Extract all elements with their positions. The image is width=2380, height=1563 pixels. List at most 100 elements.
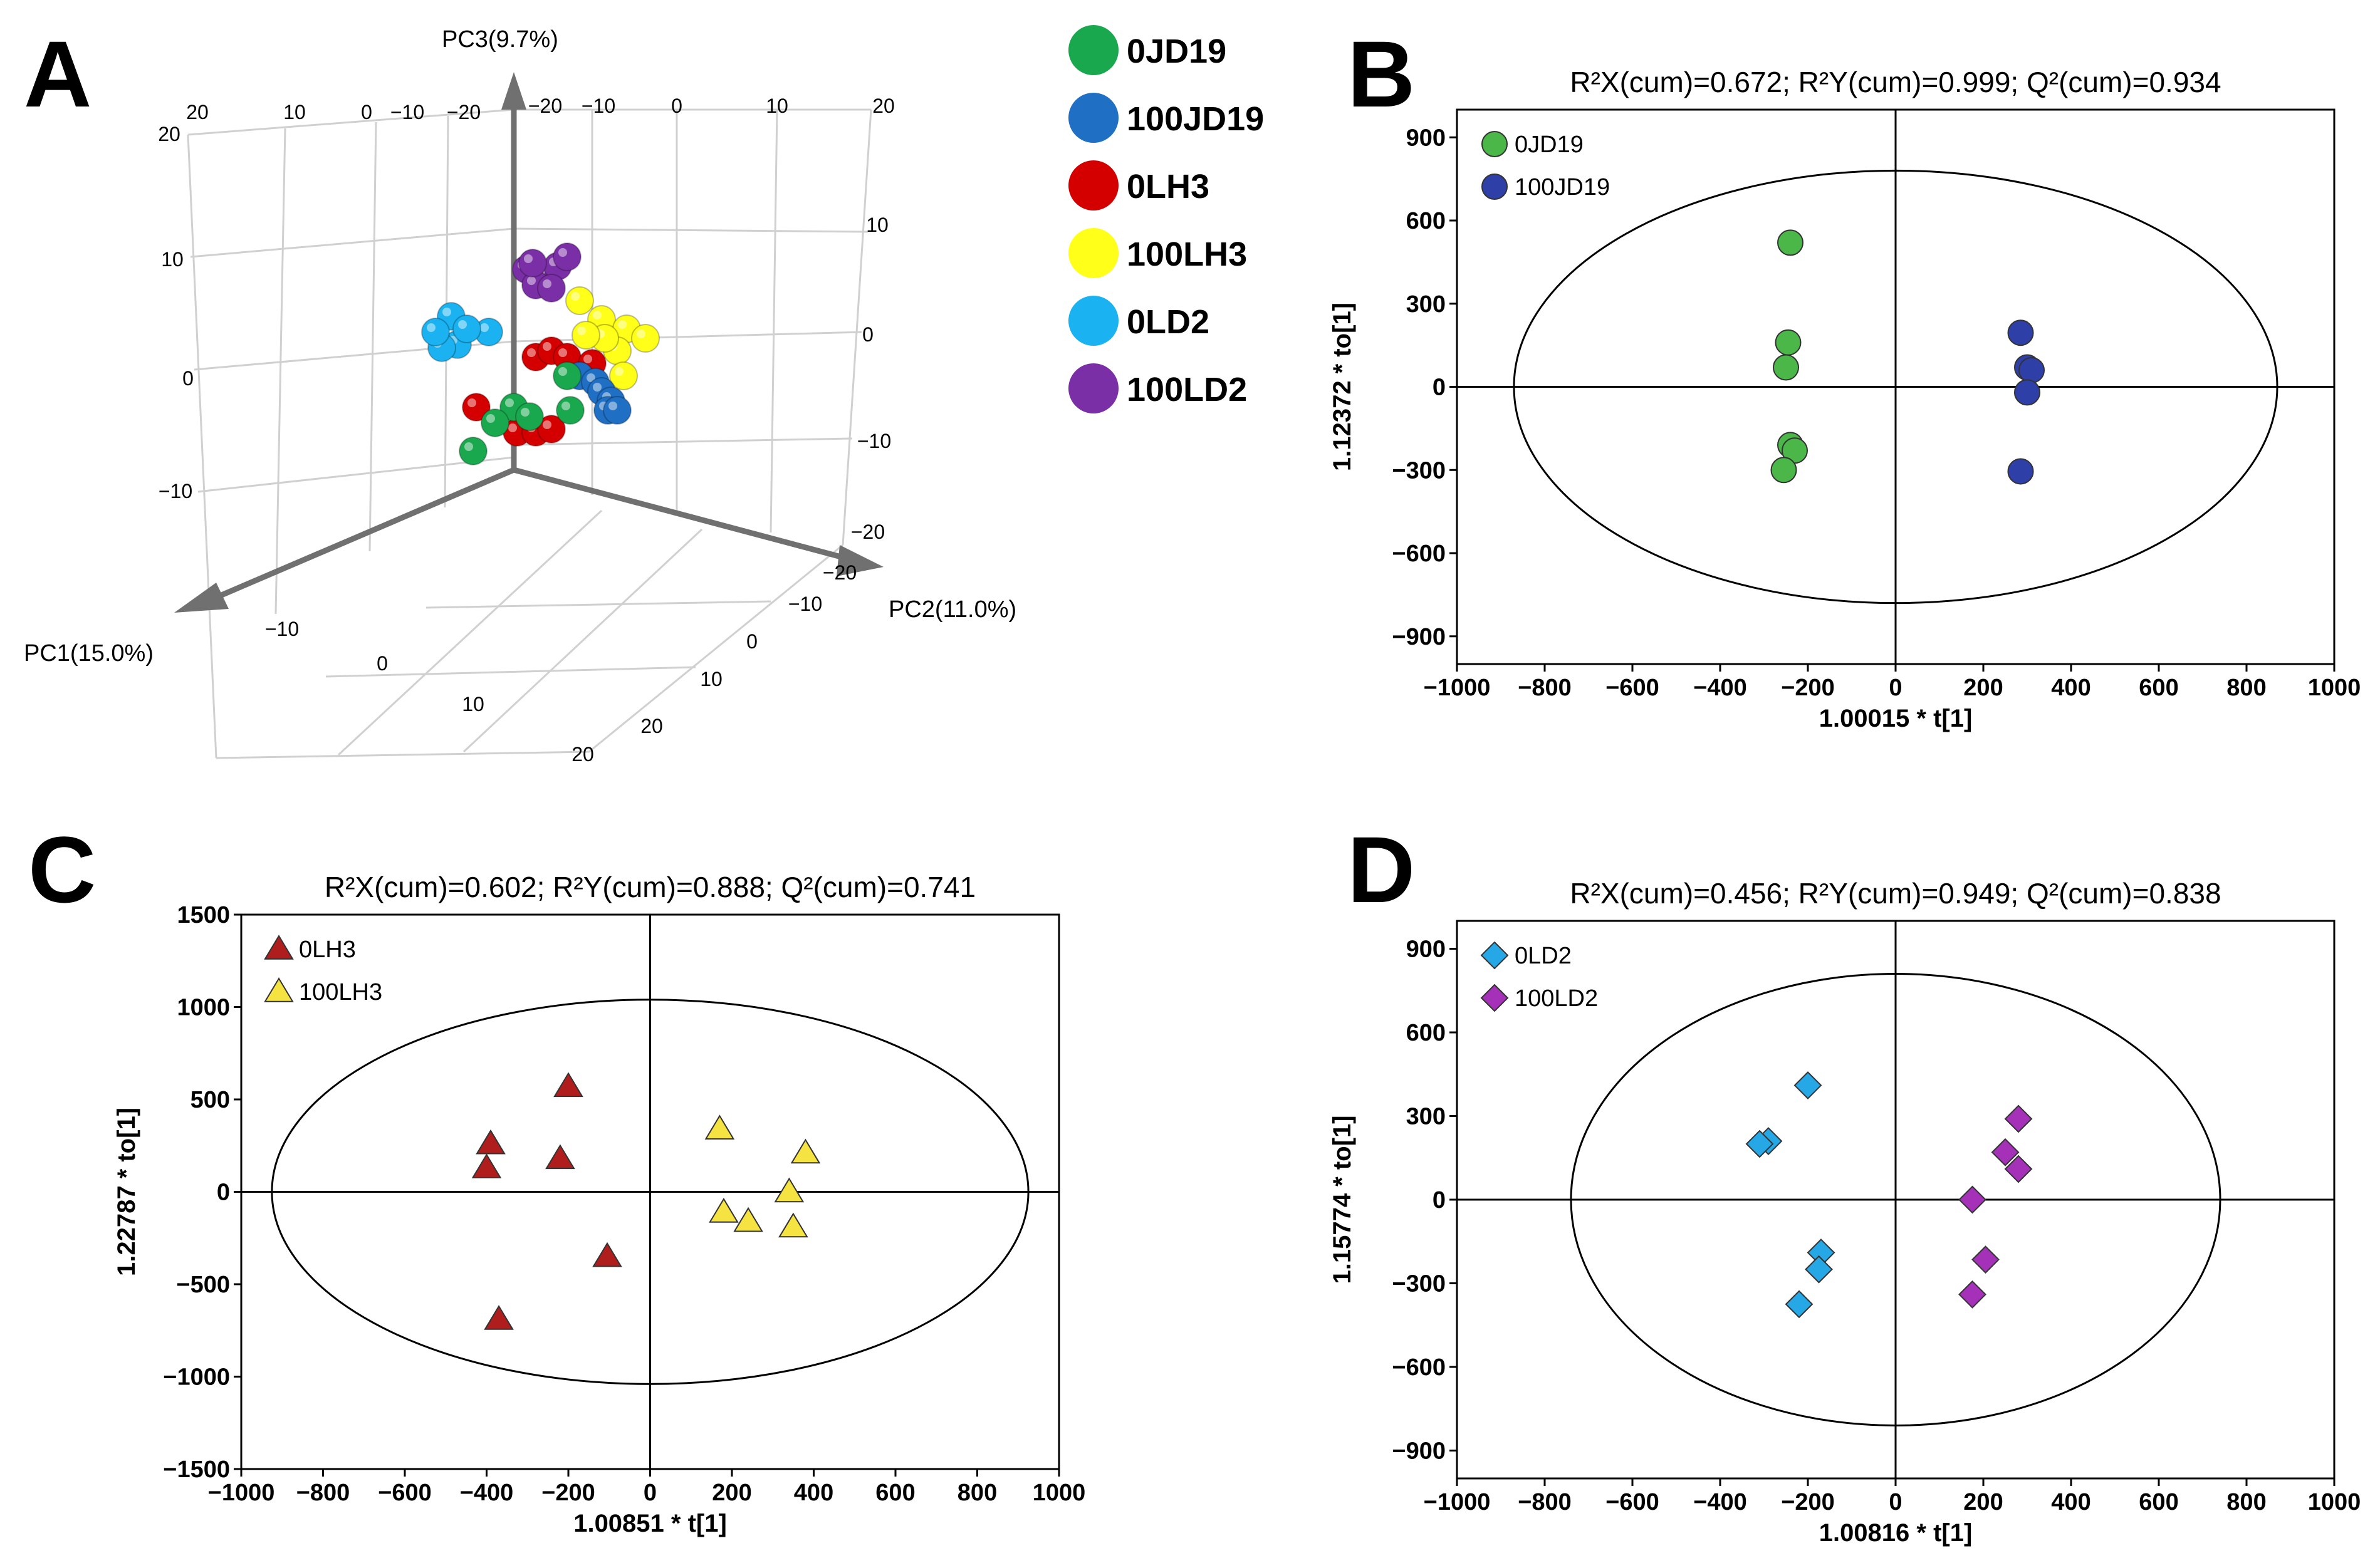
x-tick-label-c-4: −200 — [541, 1480, 595, 1506]
y-tick-label-d-6: 900 — [1406, 937, 1446, 963]
pca-point-0jd19-0 — [553, 361, 582, 390]
pca-point-highlight — [618, 320, 627, 329]
legend-label-0ld2: 0LD2 — [1127, 303, 1209, 341]
x-tick-label-c-5: 0 — [644, 1480, 657, 1506]
tick-label-pc1-1: 0 — [377, 652, 388, 675]
pca-point-highlight — [427, 323, 436, 332]
legend-marker-0jd19 — [1481, 131, 1508, 157]
pc3-axis-label: PC3(9.7%) — [442, 26, 558, 53]
tick-label-pc1-3: 20 — [572, 743, 594, 766]
panel-c-opls-da: R²X(cum)=0.602; R²Y(cum)=0.888; Q²(cum)=… — [113, 871, 1085, 1537]
pca-point-highlight — [558, 367, 567, 376]
y-tick-label-d-2: −300 — [1392, 1271, 1446, 1297]
point-100lh3-4 — [733, 1207, 763, 1232]
legend-marker-0ld2 — [1480, 941, 1509, 970]
pca-point-highlight — [558, 248, 567, 257]
plot-title-d: R²X(cum)=0.456; R²Y(cum)=0.949; Q²(cum)=… — [1570, 877, 2221, 910]
point-0lh3-2 — [471, 1153, 502, 1178]
legend-label-0lh3: 0LH3 — [299, 937, 356, 963]
x-tick-label-b-9: 800 — [2226, 675, 2266, 701]
y-tick-label-c-6: 1500 — [177, 902, 230, 928]
legend-label-0jd19: 0JD19 — [1515, 132, 1584, 158]
tick-label-pc1-2: 10 — [462, 693, 484, 715]
y-tick-label-b-0: −900 — [1392, 624, 1446, 650]
x-tick-label-b-10: 1000 — [2308, 675, 2361, 701]
confidence-ellipse-d — [1570, 973, 2221, 1426]
y-tick-label-d-4: 300 — [1406, 1104, 1446, 1130]
point-100lh3-3 — [709, 1198, 739, 1223]
y-tick-label-c-2: −500 — [176, 1272, 230, 1298]
tick-label-top-9: 20 — [872, 95, 895, 117]
tick-label-top-1: 10 — [283, 101, 306, 123]
tick-label-left-1: 10 — [161, 248, 184, 271]
point-100ld2-2 — [2004, 1155, 2033, 1183]
point-0jd19-5 — [1770, 457, 1797, 484]
tick-label-pc1-0: −10 — [265, 618, 299, 640]
confidence-ellipse-b — [1513, 169, 2278, 605]
tick-label-pc2-4: 20 — [640, 715, 663, 737]
point-0jd19-2 — [1773, 354, 1799, 381]
pca-point-100lh3-0 — [565, 286, 594, 315]
panel-a-3d-pca: PC3(9.7%) PC1(15.0%) PC2(11.0%) 20 10 0 −10… — [24, 25, 1264, 766]
point-100lh3-1 — [790, 1138, 821, 1164]
y-tick-label-d-3: 0 — [1433, 1187, 1446, 1213]
x-tick-label-d-4: −200 — [1781, 1489, 1835, 1515]
pca-point-100ld2-5 — [537, 274, 566, 303]
pca-point-highlight — [637, 330, 645, 338]
panel-d-opls-da: R²X(cum)=0.456; R²Y(cum)=0.949; Q²(cum)=… — [1328, 877, 2361, 1547]
pca-point-highlight — [593, 383, 602, 392]
pca-point-0jd19-2 — [515, 402, 544, 431]
y-axis-title-c: 1.22787 * to[1] — [113, 1108, 140, 1276]
point-0lh3-5 — [484, 1305, 514, 1330]
pca-point-highlight — [467, 398, 476, 407]
pc2-axis-label: PC2(11.0%) — [889, 596, 1016, 623]
pca-point-highlight — [524, 254, 533, 263]
pca-point-highlight — [561, 402, 570, 410]
y-tick-label-b-5: 600 — [1406, 208, 1446, 234]
pc3-arrowhead — [501, 72, 526, 110]
x-tick-label-c-8: 600 — [875, 1480, 915, 1506]
pca-point-0jd19-3 — [481, 408, 509, 437]
pca-point-highlight — [486, 414, 495, 423]
x-axis-title-c: 1.00851 * t[1] — [573, 1510, 727, 1537]
x-tick-label-d-6: 200 — [1963, 1489, 2003, 1515]
pca-point-highlight — [577, 326, 586, 335]
y-tick-label-d-1: −600 — [1392, 1354, 1446, 1381]
y-tick-label-c-3: 0 — [217, 1180, 230, 1206]
pc1-axis-label: PC1(15.0%) — [24, 640, 154, 667]
pca-point-highlight — [442, 308, 451, 316]
pca-point-highlight — [543, 342, 551, 351]
plot-title-b: R²X(cum)=0.672; R²Y(cum)=0.999; Q²(cum)=… — [1570, 66, 2221, 98]
pca-point-highlight — [480, 323, 489, 332]
x-tick-label-c-10: 1000 — [1033, 1480, 1086, 1506]
pca-point-highlight — [571, 292, 580, 301]
legend-label-100lh3: 100LH3 — [299, 979, 382, 1005]
legend-label-100jd19: 100JD19 — [1127, 100, 1264, 138]
point-0lh3-3 — [545, 1144, 575, 1170]
pca-point-highlight — [587, 373, 595, 382]
pca-3d-tick-labels: 20 10 0 −10 −20 −20 −10 0 10 2020100−10100−10−20−… — [158, 95, 895, 766]
x-tick-label-c-7: 400 — [794, 1480, 833, 1506]
x-tick-label-b-5: 0 — [1889, 675, 1902, 701]
y-tick-label-c-4: 500 — [191, 1087, 230, 1113]
pca-point-0lh3-4 — [462, 393, 491, 422]
x-tick-label-c-2: −600 — [378, 1480, 432, 1506]
x-tick-label-d-2: −600 — [1605, 1489, 1659, 1515]
pca-point-highlight — [615, 367, 624, 376]
y-axis-title-b: 1.12372 * to[1] — [1328, 303, 1356, 471]
legend-marker-0ld2 — [1068, 296, 1119, 346]
point-0lh3-0 — [553, 1072, 583, 1098]
legend-label-0lh3: 0LH3 — [1127, 168, 1209, 205]
pca-point-highlight — [543, 279, 551, 288]
x-tick-label-d-3: −400 — [1693, 1489, 1747, 1515]
panel-label-a: A — [24, 21, 91, 127]
pca-point-highlight — [527, 348, 536, 357]
pca-point-100lh3-7 — [572, 321, 600, 350]
legend-label-0jd19: 0JD19 — [1127, 33, 1226, 70]
tick-label-top-7: 0 — [671, 95, 682, 117]
plot-title-c: R²X(cum)=0.602; R²Y(cum)=0.888; Q²(cum)=… — [325, 871, 976, 903]
point-0jd19-0 — [1777, 229, 1803, 256]
x-tick-label-b-7: 400 — [2051, 675, 2090, 701]
point-100lh3-2 — [774, 1177, 805, 1203]
